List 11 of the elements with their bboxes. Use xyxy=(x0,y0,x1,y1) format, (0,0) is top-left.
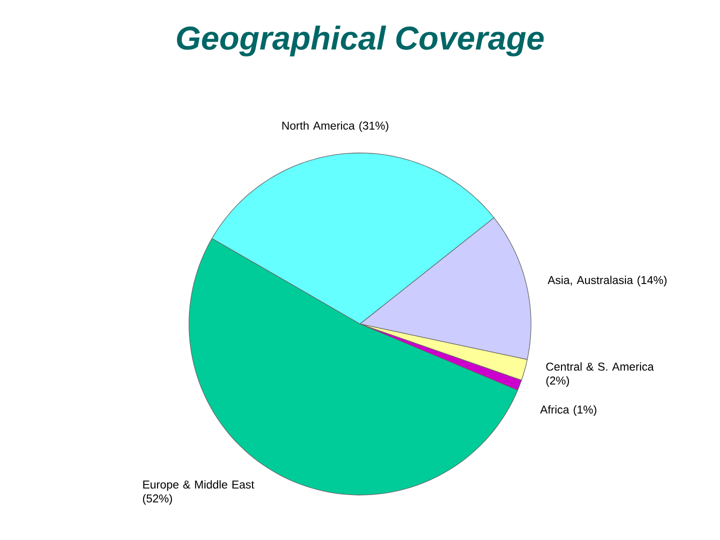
data-label: (1%) xyxy=(574,405,596,416)
data-label: (14%) xyxy=(638,276,667,286)
data-label: (52%) xyxy=(143,494,172,505)
chart-title: Geographical Coverage xyxy=(176,26,544,56)
slice-label: North America xyxy=(282,121,355,130)
slice-label: Africa xyxy=(540,405,570,414)
data-label: (2%) xyxy=(546,376,569,387)
slice-label: Europe & Middle East xyxy=(143,480,254,491)
data-label: (31%) xyxy=(359,121,388,132)
slice-label: Asia, Australasia xyxy=(548,276,634,286)
slice-label: Central & S. America xyxy=(546,362,654,371)
